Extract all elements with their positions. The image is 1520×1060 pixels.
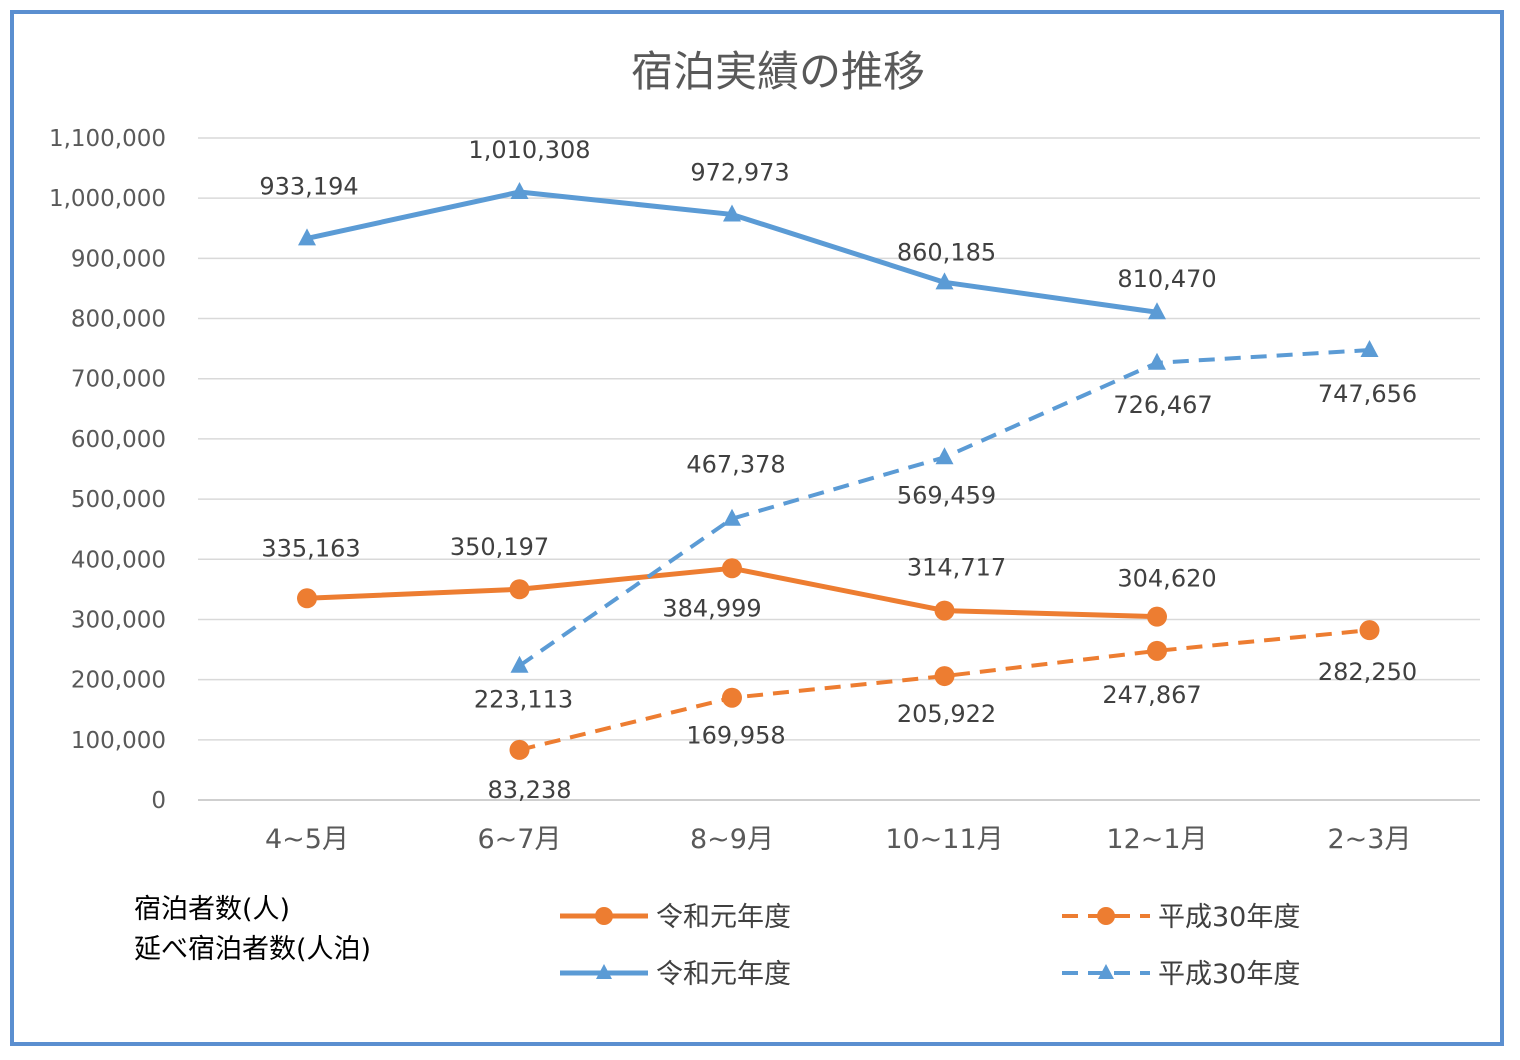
series-2 <box>298 181 1166 320</box>
data-label: 83,238 <box>488 776 572 804</box>
x-tick-label: 6~7月 <box>478 824 562 855</box>
legend-label: 平成30年度 <box>1158 959 1300 990</box>
legend-label: 令和元年度 <box>656 902 791 933</box>
y-tick-label: 0 <box>151 788 166 814</box>
x-tick-label: 12~1月 <box>1106 824 1207 855</box>
x-axis-ticks: 4~5月 6~7月 8~9月 10~11月 12~1月 2~3月 <box>265 824 1411 855</box>
y-tick-label: 300,000 <box>71 607 166 633</box>
circle-marker-icon <box>595 907 613 925</box>
legend-notes: 宿泊者数(人) 延べ宿泊者数(人泊) <box>134 894 371 965</box>
legend-label: 令和元年度 <box>656 959 791 990</box>
data-point <box>297 588 317 609</box>
x-tick-label: 10~11月 <box>885 824 1003 855</box>
data-point <box>298 228 316 246</box>
data-label: 350,197 <box>450 533 549 561</box>
circle-marker-icon <box>1097 907 1115 925</box>
chart-title: 宿泊実績の推移 <box>631 47 925 96</box>
data-point <box>509 579 530 600</box>
data-labels: 335,163 350,197 384,999 314,717 304,620 83,23… <box>259 136 1417 804</box>
y-tick-label: 1,000,000 <box>49 186 166 212</box>
legend-entry-reiwa-nights: 令和元年度 <box>560 959 791 990</box>
triangle-marker-icon <box>596 964 612 979</box>
data-point <box>1148 302 1166 320</box>
data-point <box>1148 352 1166 370</box>
series-3 <box>510 340 1379 673</box>
triangle-marker-icon <box>1098 964 1114 979</box>
y-tick-label: 100,000 <box>71 728 166 754</box>
data-label: 569,459 <box>897 481 996 509</box>
data-point <box>1359 620 1380 641</box>
y-tick-label: 200,000 <box>71 668 166 694</box>
y-tick-label: 700,000 <box>71 367 166 393</box>
y-tick-label: 1,100,000 <box>49 126 166 152</box>
data-point <box>934 600 955 621</box>
data-label: 747,656 <box>1318 380 1417 408</box>
series-line <box>519 628 1370 752</box>
data-label: 972,973 <box>690 158 789 186</box>
data-point <box>722 687 742 708</box>
data-point <box>935 447 954 465</box>
data-label: 205,922 <box>897 700 996 728</box>
note-guest-nights: 延べ宿泊者数(人泊) <box>134 934 371 965</box>
legend-label: 平成30年度 <box>1158 902 1300 933</box>
series-lines <box>297 181 1380 760</box>
data-point <box>510 655 529 673</box>
data-label: 304,620 <box>1117 565 1216 593</box>
data-label: 314,717 <box>907 554 1006 582</box>
data-label: 933,194 <box>259 172 358 200</box>
data-point <box>722 558 742 579</box>
x-tick-label: 4~5月 <box>265 824 349 855</box>
y-axis-ticks: 0 100,000 200,000 300,000 400,000 500,000 600,… <box>49 126 166 814</box>
data-point <box>723 508 741 526</box>
data-label: 169,958 <box>686 722 785 750</box>
y-tick-label: 800,000 <box>71 307 166 333</box>
data-label: 247,867 <box>1102 681 1201 709</box>
data-point <box>509 739 530 760</box>
data-label: 810,470 <box>1117 265 1216 293</box>
y-tick-label: 500,000 <box>71 487 166 513</box>
data-point <box>934 666 955 687</box>
legend-entry-heisei-guests: 平成30年度 <box>1062 902 1300 933</box>
data-label: 467,378 <box>686 451 785 479</box>
data-point <box>935 272 954 290</box>
data-point <box>1360 340 1379 358</box>
legend-entry-reiwa-guests: 令和元年度 <box>560 902 791 933</box>
y-tick-label: 400,000 <box>71 547 166 573</box>
data-label: 1,010,308 <box>468 136 590 164</box>
gridlines <box>198 137 1480 801</box>
note-guests: 宿泊者数(人) <box>134 894 290 925</box>
legend-entry-heisei-nights: 平成30年度 <box>1062 959 1300 990</box>
data-point <box>1147 606 1167 627</box>
y-tick-label: 900,000 <box>71 246 166 272</box>
x-tick-label: 2~3月 <box>1328 824 1412 855</box>
data-label: 726,467 <box>1113 391 1212 419</box>
y-tick-label: 600,000 <box>71 427 166 453</box>
series-1 <box>509 620 1380 760</box>
data-point <box>723 204 741 222</box>
data-label: 384,999 <box>662 594 761 622</box>
data-label: 282,250 <box>1318 658 1417 686</box>
x-tick-label: 8~9月 <box>690 824 774 855</box>
legend: 令和元年度 平成30年度 令和元年度 平成30年度 <box>560 902 1300 990</box>
data-label: 335,163 <box>261 534 360 562</box>
data-point <box>1147 640 1167 661</box>
data-point <box>510 181 529 199</box>
series-0 <box>297 558 1167 627</box>
data-label: 223,113 <box>474 686 573 714</box>
data-label: 860,185 <box>897 238 996 266</box>
chart-frame <box>10 10 1504 1046</box>
